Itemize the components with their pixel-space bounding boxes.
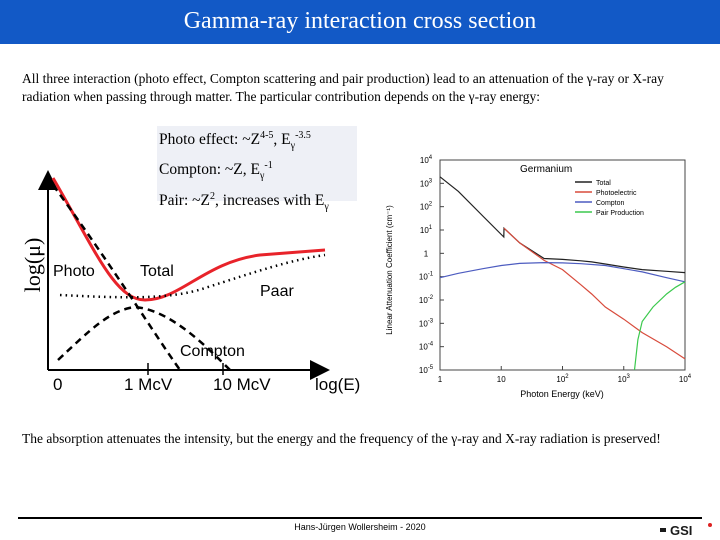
schematic-ylabel: log(μ) (20, 238, 45, 293)
pair-z-exp: 2 (210, 190, 216, 202)
ge-ytick-label: 10-4 (419, 342, 434, 352)
photo-prefix: Photo effect: ~Z (159, 131, 261, 149)
ge-series-line (503, 227, 686, 360)
schematic-chart: log(μ) log(E) 0 1 McV 10 McV Photo Total… (20, 170, 360, 394)
gsi-logo: GSI (660, 523, 712, 538)
schematic-tick-1mev: 1 McV (124, 375, 173, 394)
chart-bg (380, 150, 700, 410)
ge-legend-label: Total (596, 180, 611, 187)
ge-ytick-label: 10-5 (419, 365, 434, 375)
ge-series-line (439, 176, 686, 274)
slide-title: Gamma-ray interaction cross section (183, 8, 537, 34)
pair-curve (59, 253, 326, 299)
schematic-tick-0: 0 (53, 375, 62, 394)
compton-prefix: Compton: ~Z, E (159, 161, 260, 179)
total-curve (51, 177, 326, 302)
photo-formula: Photo effect: ~Z4-5, Eγ-3.5 (157, 126, 357, 156)
photo-mid: , E (273, 131, 291, 149)
ge-xtick-label: 1 (438, 375, 443, 384)
ge-ytick-label: 104 (420, 155, 433, 165)
ge-ytick-label: 10-1 (419, 272, 434, 282)
ge-xlabel: Photon Energy (keV) (520, 389, 604, 399)
ge-series-line (633, 281, 686, 371)
ge-legend-label: Compton (596, 200, 625, 207)
compton-e-sub: γ (259, 170, 265, 182)
ge-xtick-label: 102 (556, 374, 569, 384)
ge-ytick-label: 102 (420, 202, 433, 212)
label-photo: Photo (53, 263, 95, 280)
logo-dot (708, 523, 712, 527)
schematic-tick-10mev: 10 McV (213, 375, 271, 394)
ge-xtick-label: 104 (679, 374, 692, 384)
ge-xtick-label: 10 (497, 375, 506, 384)
compton-curve (57, 305, 231, 371)
germanium-chart: Linear Attenuation Coefficient (cm⁻¹) Ph… (380, 150, 700, 410)
ge-ytick-label: 10-2 (419, 295, 434, 305)
label-paar: Paar (260, 283, 294, 300)
ge-ytick-label: 1 (424, 249, 429, 258)
formula-box: Photo effect: ~Z4-5, Eγ-3.5 Compton: ~Z,… (157, 126, 357, 212)
pair-e-sub: γ (324, 200, 329, 212)
label-compton: Compton (180, 343, 245, 360)
pair-formula: Pair: ~Z2, increases with Eγ (157, 187, 357, 217)
pair-mid: , increases with E (215, 191, 325, 209)
logo-bar (660, 528, 666, 532)
schematic-xlabel: log(E) (315, 375, 360, 394)
ge-series-line (439, 261, 686, 283)
ge-xtick-label: 103 (618, 374, 631, 384)
photo-z-exp: 4-5 (260, 130, 274, 141)
photo-e-sub: γ (290, 140, 296, 152)
ge-ticks: 1 10 102 103 104 104 103 102 101 1 10-1 10-2 10-3 10-… (419, 155, 692, 384)
intro-text: All three interaction (photo effect, Com… (22, 71, 664, 104)
logo-text: GSI (670, 523, 692, 538)
ge-legend: Germanium Total Photoelectric Compton Pair … (520, 164, 644, 217)
compton-formula: Compton: ~Z, Eγ-1 (157, 156, 357, 186)
photo-e-exp: -3.5 (295, 130, 311, 141)
ge-ylabel: Linear Attenuation Coefficient (cm⁻¹) (385, 205, 394, 335)
photo-curve (51, 184, 182, 371)
ge-legend-label: Pair Production (596, 210, 644, 217)
title-bar (0, 0, 720, 44)
ge-ytick-label: 103 (420, 178, 433, 188)
pair-prefix: Pair: ~Z (159, 191, 211, 209)
ge-title: Germanium (520, 164, 572, 175)
ge-legend-items: Total Photoelectric Compton Pair Production (575, 180, 644, 217)
footer-divider (18, 517, 702, 519)
label-total: Total (140, 263, 174, 280)
ge-legend-label: Photoelectric (596, 190, 637, 197)
footer-author: Hans-Jürgen Wollersheim - 2020 (294, 522, 426, 532)
ge-series (439, 176, 686, 371)
compton-e-exp: -1 (264, 160, 273, 172)
ge-ytick-label: 101 (420, 225, 433, 235)
ge-ytick-label: 10-3 (419, 318, 434, 328)
conclusion-text: The absorption attenuates the intensity,… (22, 431, 661, 446)
